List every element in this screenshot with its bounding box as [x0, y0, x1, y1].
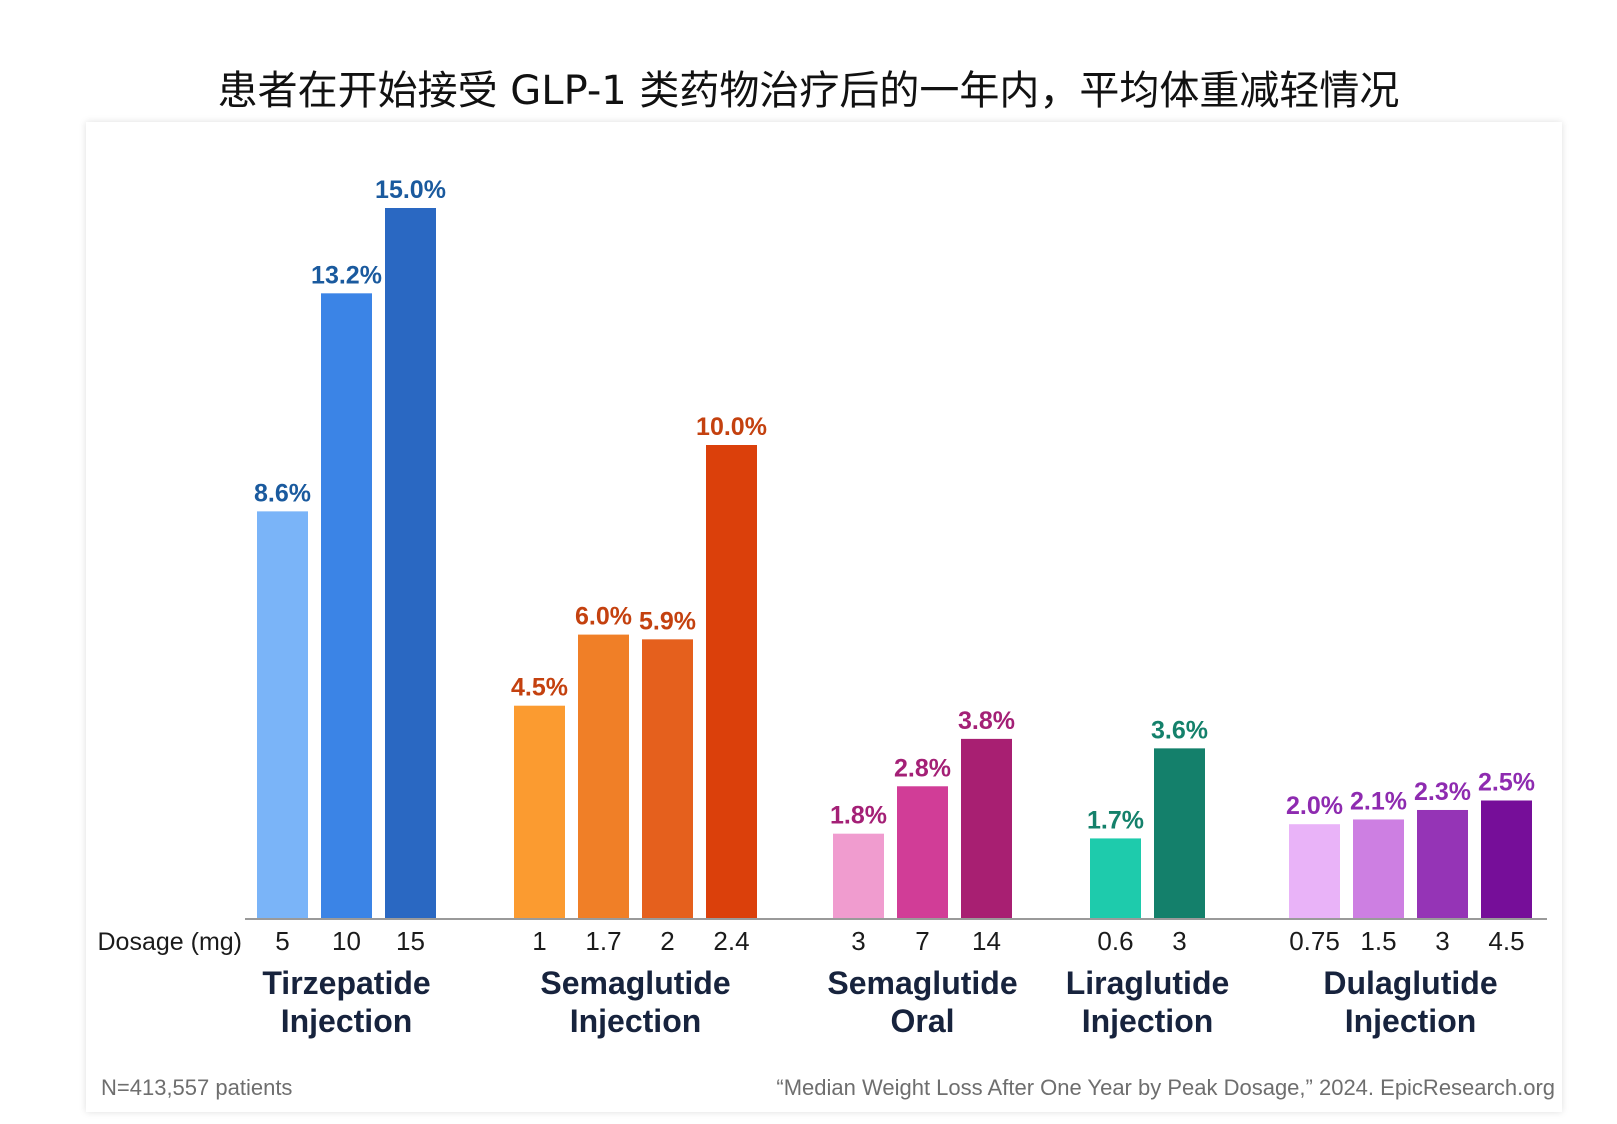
- data-label: 3.6%: [1151, 716, 1208, 744]
- data-label: 2.0%: [1286, 792, 1343, 820]
- dose-tick-label: 3: [1172, 926, 1186, 956]
- group-label: Liraglutide: [1066, 965, 1230, 1001]
- bar-1-2: [321, 293, 372, 919]
- dose-tick-label: 7: [915, 926, 929, 956]
- dose-tick-label: 3: [1435, 926, 1449, 956]
- group-label: Dulaglutide: [1323, 965, 1497, 1001]
- data-label: 6.0%: [575, 603, 632, 631]
- dose-tick-label: 2.4: [713, 926, 749, 956]
- data-label: 2.1%: [1350, 787, 1407, 815]
- bar-4-2: [1154, 748, 1205, 919]
- bar-1-1: [257, 511, 308, 919]
- bar-2-4: [706, 445, 757, 919]
- dose-tick-label: 3: [851, 926, 865, 956]
- dose-tick-label: 4.5: [1488, 926, 1524, 956]
- group-label: Injection: [1345, 1003, 1477, 1039]
- data-label: 4.5%: [511, 674, 568, 702]
- data-label: 1.7%: [1087, 806, 1144, 834]
- dose-tick-label: 0.75: [1289, 926, 1340, 956]
- dose-tick-label: 1.7: [585, 926, 621, 956]
- data-label: 13.2%: [311, 261, 382, 289]
- bar-2-3: [642, 639, 693, 919]
- group-label: Injection: [570, 1003, 702, 1039]
- dose-tick-label: 1.5: [1360, 926, 1396, 956]
- group-label: Injection: [281, 1003, 413, 1039]
- group-label: Injection: [1082, 1003, 1214, 1039]
- dose-tick-label: 1: [532, 926, 546, 956]
- sample-size-note: N=413,557 patients: [101, 1075, 293, 1100]
- group-label: Oral: [890, 1003, 954, 1039]
- dose-tick-label: 10: [332, 926, 361, 956]
- bar-1-3: [385, 208, 436, 919]
- data-label: 2.5%: [1478, 769, 1535, 797]
- group-label: Semaglutide: [827, 965, 1017, 1001]
- data-label: 8.6%: [254, 479, 311, 507]
- bar-4-1: [1090, 838, 1141, 919]
- group-label: Tirzepatide: [262, 965, 430, 1001]
- bar-2-1: [514, 705, 565, 919]
- bar-5-4: [1481, 800, 1532, 919]
- dose-tick-label: 2: [660, 926, 674, 956]
- group-label: Semaglutide: [540, 965, 730, 1001]
- bar-2-2: [578, 634, 629, 919]
- dose-tick-label: 5: [275, 926, 289, 956]
- data-label: 15.0%: [375, 176, 446, 204]
- bar-3-2: [897, 786, 948, 919]
- chart-title: 患者在开始接受 GLP-1 类药物治疗后的一年内，平均体重减轻情况: [217, 68, 1400, 114]
- source-citation: “Median Weight Loss After One Year by Pe…: [776, 1075, 1555, 1100]
- dose-tick-label: 0.6: [1097, 926, 1133, 956]
- data-label: 1.8%: [830, 802, 887, 830]
- data-label: 3.8%: [958, 707, 1015, 735]
- bar-5-1: [1289, 824, 1340, 919]
- bar-3-3: [961, 738, 1012, 919]
- data-label: 10.0%: [696, 413, 767, 441]
- bar-5-2: [1353, 819, 1404, 919]
- data-label: 2.3%: [1414, 778, 1471, 806]
- dose-tick-label: 14: [972, 926, 1001, 956]
- bar-5-3: [1417, 809, 1468, 919]
- data-label: 2.8%: [894, 754, 951, 782]
- dose-tick-label: 15: [396, 926, 425, 956]
- x-axis-label: Dosage (mg): [98, 928, 243, 956]
- bar-3-1: [833, 833, 884, 919]
- data-label: 5.9%: [639, 607, 696, 635]
